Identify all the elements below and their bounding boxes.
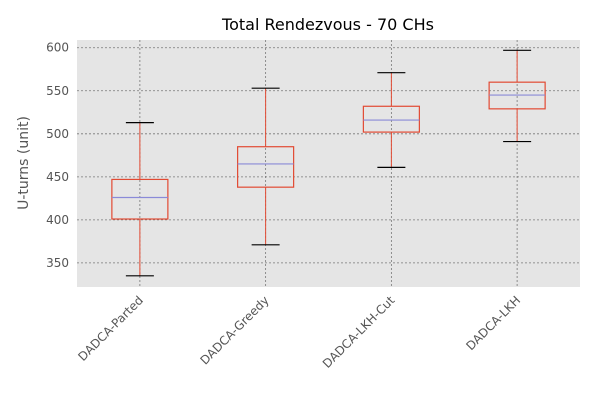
x-tick-labels: DADCA-Parted DADCA-Greedy DADCA-LKH-Cut DAD…: [75, 293, 523, 371]
iqr-box: [111, 178, 169, 220]
x-tick-label: DADCA-LKH-Cut: [320, 293, 398, 371]
plot-area: [77, 40, 580, 287]
box-0: [111, 122, 169, 277]
iqr-box: [237, 146, 295, 188]
x-tick-label: DADCA-LKH: [463, 293, 523, 353]
y-tick-label: 450: [46, 170, 69, 184]
y-tick-label: 600: [46, 41, 69, 55]
chart-title: Total Rendezvous - 70 CHs: [221, 15, 434, 34]
x-tick-label: DADCA-Parted: [75, 293, 146, 364]
box-3: [488, 49, 546, 143]
y-tick-label: 550: [46, 84, 69, 98]
y-tick-labels: 350 400 450 500 550 600: [46, 41, 69, 270]
box-1: [237, 87, 295, 246]
iqr-box: [362, 105, 420, 133]
x-tick-label: DADCA-Greedy: [197, 293, 271, 367]
box-2: [362, 72, 420, 168]
y-tick-label: 500: [46, 127, 69, 141]
y-axis-label: U-turns (unit): [16, 116, 32, 210]
y-tick-label: 400: [46, 213, 69, 227]
boxes: [111, 49, 546, 277]
y-tick-label: 350: [46, 256, 69, 270]
